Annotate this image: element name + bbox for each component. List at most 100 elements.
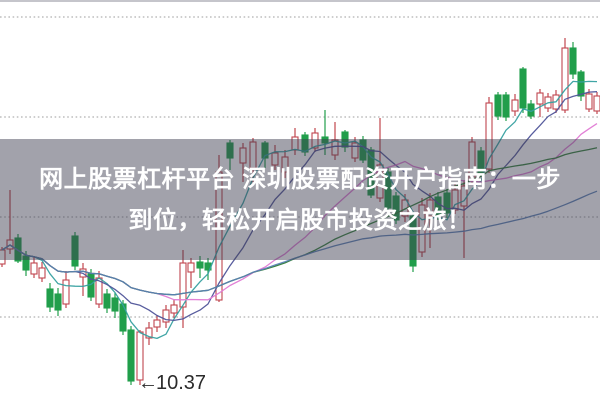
candle-down (409, 212, 417, 272)
candle-body (321, 136, 329, 144)
candle-down (494, 92, 502, 120)
candle-down (341, 130, 349, 152)
candle-body (341, 131, 349, 148)
candle-body (62, 279, 70, 305)
candle-up (215, 155, 223, 302)
candle-body (451, 189, 459, 211)
candle-down (46, 283, 54, 312)
candle-up (585, 89, 593, 112)
candle-body (30, 262, 38, 275)
low-price-annotation: ←10.37 (138, 372, 206, 395)
candle-down (502, 92, 510, 121)
candle-up (179, 250, 187, 328)
candle-body (162, 309, 170, 323)
ma-lines-group (1, 80, 598, 340)
candle-body (46, 288, 54, 308)
candle-body (494, 94, 502, 117)
low-price-value: 10.37 (156, 372, 207, 394)
candle-up (376, 118, 384, 202)
candle-up (162, 305, 170, 328)
candle-down (434, 192, 442, 220)
candle-body (249, 141, 257, 169)
candle-body (226, 142, 234, 159)
top-border-line (0, 0, 600, 2)
candle-up (153, 315, 161, 332)
candle-body (170, 304, 178, 314)
candle-body (311, 132, 319, 149)
candle-body (502, 94, 510, 118)
candle-up (239, 143, 247, 182)
candle-body (569, 47, 577, 75)
headline-line-2: 到位，轻松开启股市投资之旅！ (128, 206, 472, 234)
candle-body (261, 142, 269, 159)
candle-up (561, 38, 569, 113)
candle-body (153, 319, 161, 328)
candle-down (261, 141, 269, 168)
candle-body (187, 262, 195, 273)
candle-body (519, 68, 527, 109)
candle-body (215, 171, 223, 301)
candle-down (111, 293, 119, 318)
candle-down (226, 140, 234, 170)
candle-body (351, 142, 359, 159)
candle-body (239, 147, 247, 164)
candle-body (536, 92, 544, 105)
candle-body (145, 327, 153, 339)
candle-body (443, 192, 451, 214)
candle-down (103, 289, 111, 313)
candle-down (443, 189, 451, 218)
candle-down (54, 288, 62, 316)
candle-body (38, 267, 46, 279)
candle-body (111, 297, 119, 312)
candle-up (30, 257, 38, 278)
candle-body (54, 293, 62, 311)
candle-up (62, 271, 70, 308)
candle-body (281, 156, 289, 173)
candle-up (426, 193, 434, 248)
candle-down (569, 42, 577, 79)
candle-down (127, 326, 135, 385)
candle-down (477, 147, 485, 177)
candle-up (79, 263, 87, 296)
candle-down (577, 70, 585, 101)
candle-body (71, 235, 79, 267)
candle-up (281, 150, 289, 178)
candle-body (392, 195, 400, 221)
headline-line-1: 网上股票杠杆平台 深圳股票配资开户指南：一步 (39, 165, 561, 193)
candle-up (170, 300, 178, 318)
candle-body (477, 150, 485, 174)
candle-body (409, 215, 417, 267)
ma-line-60 (1, 190, 598, 296)
candle-up (187, 258, 195, 288)
candle-body (593, 95, 600, 112)
candle-body (196, 261, 204, 269)
candle-body (103, 293, 111, 309)
candle-body (511, 99, 519, 112)
left-arrow-icon: ← (138, 372, 158, 394)
candle-body (577, 71, 585, 97)
candle-body (426, 199, 434, 217)
candle-down (71, 232, 79, 270)
candle-body (384, 171, 392, 209)
candle-up (311, 128, 319, 152)
candle-down (519, 67, 527, 113)
candle-body (485, 102, 493, 170)
candle-body (418, 204, 426, 253)
candle-body (376, 164, 384, 199)
candle-up (38, 262, 46, 282)
candle-up (451, 184, 459, 214)
candle-down (14, 234, 22, 263)
candle-body (179, 262, 187, 308)
candle-body (22, 255, 30, 271)
candle-body (127, 329, 135, 382)
gridlines-group (0, 16, 600, 318)
candle-up (145, 322, 153, 345)
candle-up (249, 138, 257, 182)
candle-body (434, 196, 442, 216)
candle-up (593, 92, 600, 114)
candle-body (271, 152, 279, 166)
candle-body (561, 47, 569, 111)
